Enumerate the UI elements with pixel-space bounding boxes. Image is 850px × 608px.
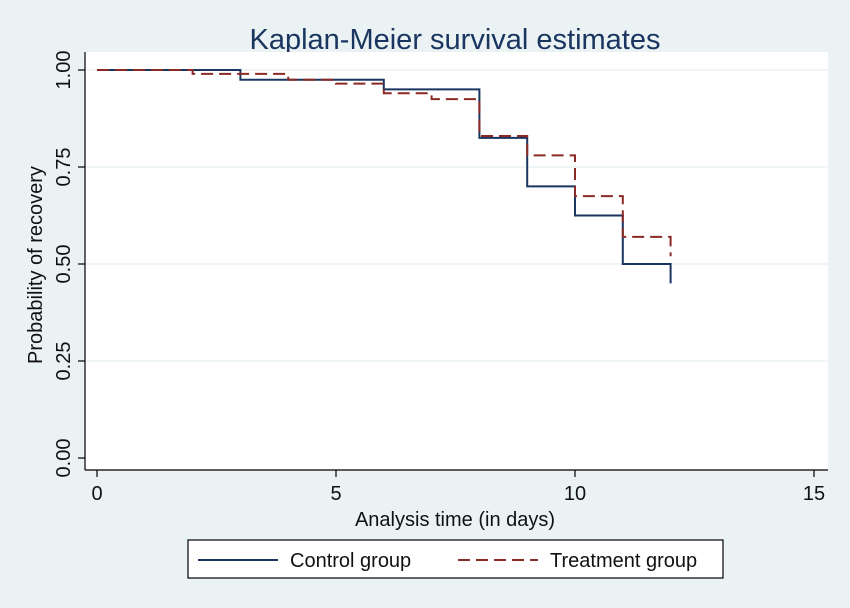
y-tick-label: 0.00	[53, 439, 75, 478]
x-axis-ticks: 0 5 10 15	[91, 470, 825, 505]
y-axis-ticks: 0.00 0.25 0.50 0.75 1.00	[53, 51, 85, 478]
x-tick-label: 10	[564, 483, 586, 505]
axes	[84, 52, 828, 471]
y-tick-label: 1.00	[53, 51, 75, 90]
series-line-treatment	[97, 69, 672, 257]
y-tick-label: 0.25	[53, 342, 75, 381]
legend-box	[187, 539, 724, 579]
x-tick-label: 5	[330, 483, 341, 505]
x-axis-title: Analysis time (in days)	[355, 509, 555, 531]
x-tick-label: 15	[803, 483, 825, 505]
y-tick-label: 0.50	[53, 245, 75, 284]
chart-title: Kaplan-Meier survival estimates	[250, 24, 661, 56]
legend: Control group Treatment group	[187, 539, 724, 579]
y-axis-title: Probability of recovery	[25, 166, 47, 364]
legend-label: Control group	[290, 550, 411, 572]
y-tick-label: 0.75	[53, 148, 75, 187]
x-tick-label: 0	[91, 483, 102, 505]
plot-area	[85, 52, 828, 470]
series-lines	[97, 69, 672, 284]
legend-label: Treatment group	[550, 550, 697, 572]
